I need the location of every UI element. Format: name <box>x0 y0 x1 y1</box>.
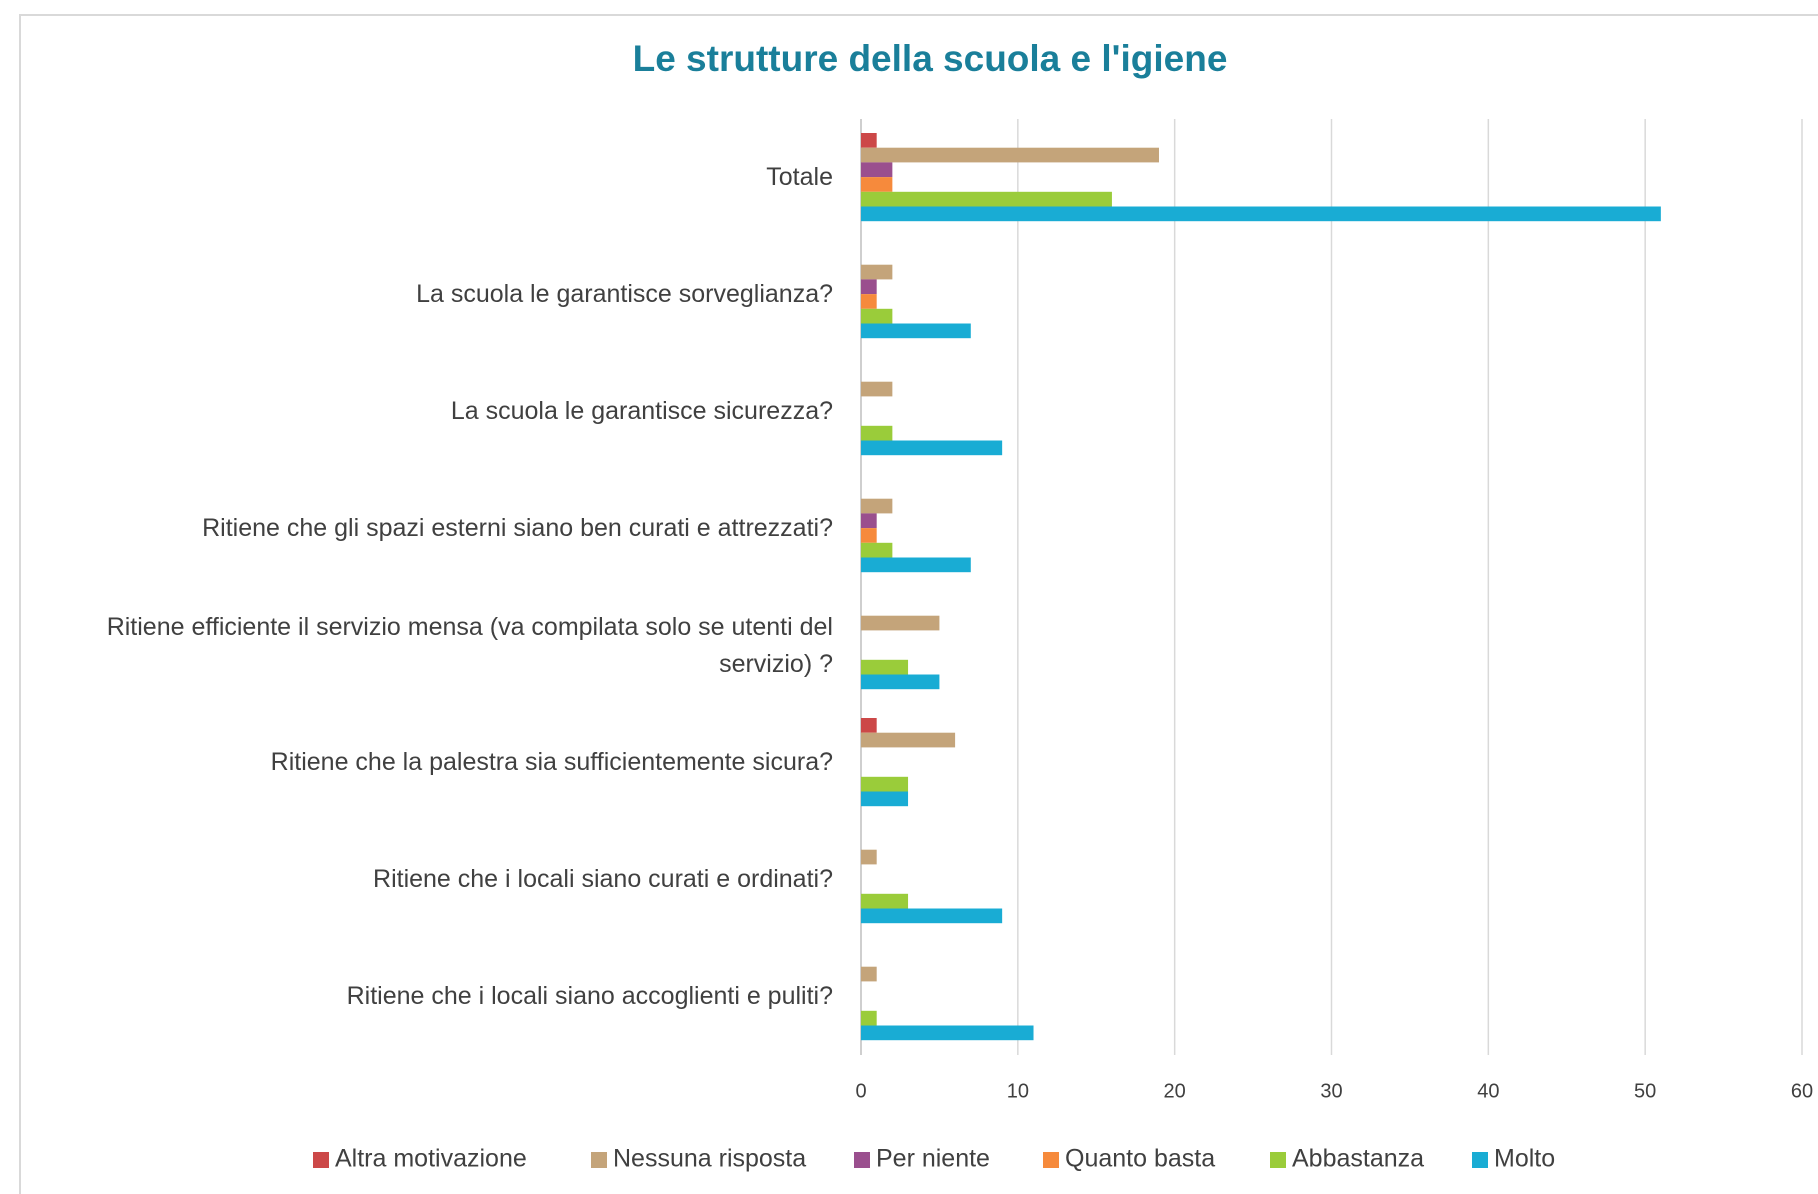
x-tick-label: 60 <box>1791 1080 1813 1102</box>
chart-title: Le strutture della scuola e l'igiene <box>633 38 1228 79</box>
x-tick-label: 20 <box>1164 1080 1186 1102</box>
bar <box>861 791 909 807</box>
bar <box>861 718 877 733</box>
y-tick-label: Totale <box>766 163 833 192</box>
legend-swatch <box>1472 1152 1488 1168</box>
bar <box>861 264 893 280</box>
legend-label: Nessuna risposta <box>613 1145 806 1173</box>
y-tick-label-box: Ritiene che la palestra sia sufficientem… <box>270 748 833 777</box>
bar <box>861 849 877 865</box>
bar <box>861 659 909 675</box>
bar <box>861 528 877 543</box>
bar <box>861 308 893 324</box>
y-tick-label-box: Ritiene che i locali siano accoglienti e… <box>346 982 833 1011</box>
legend-swatch <box>313 1152 329 1168</box>
bar <box>861 133 877 148</box>
bar <box>861 147 1159 163</box>
bar <box>861 674 940 690</box>
x-tick-label: 30 <box>1320 1080 1342 1102</box>
bar <box>861 440 1003 456</box>
legend-swatch <box>591 1152 607 1168</box>
y-tick-label-box: La scuola le garantisce sorveglianza? <box>416 280 833 309</box>
y-tick-label: Ritiene che gli spazi esterni siano ben … <box>202 514 833 543</box>
y-tick-label: Ritiene che i locali siano curati e ordi… <box>373 865 833 894</box>
bar <box>861 615 940 631</box>
bar <box>861 162 893 178</box>
legend-label: Per niente <box>876 1145 990 1173</box>
bar <box>861 908 1003 924</box>
bar <box>861 776 909 792</box>
bar <box>861 206 1661 222</box>
y-tick-label-box: Ritiene che gli spazi esterni siano ben … <box>202 514 833 543</box>
y-tick-label-box: Ritiene che i locali siano curati e ordi… <box>373 865 833 894</box>
legend-swatch <box>1043 1152 1059 1168</box>
legend-label: Abbastanza <box>1292 1145 1424 1173</box>
y-tick-label: Ritiene che i locali siano accoglienti e… <box>346 982 833 1011</box>
bar <box>861 425 893 441</box>
legend-swatch <box>854 1152 870 1168</box>
y-tick-label: Ritiene che la palestra sia sufficientem… <box>270 748 833 777</box>
bar <box>861 966 877 982</box>
bar <box>861 381 893 397</box>
bar <box>861 732 956 748</box>
bar <box>861 1025 1034 1041</box>
x-tick-label: 0 <box>855 1080 866 1102</box>
chart-frame <box>19 14 1818 1194</box>
bar <box>861 893 909 909</box>
x-tick-label: 50 <box>1634 1080 1656 1102</box>
y-tick-label-box: Ritiene efficiente il servizio mensa (va… <box>106 613 833 678</box>
bar <box>861 557 971 573</box>
legend-label: Molto <box>1494 1145 1555 1173</box>
bar <box>861 513 877 529</box>
bar <box>861 542 893 558</box>
y-tick-label-box: Totale <box>766 163 833 192</box>
y-tick-label-box: La scuola le garantisce sicurezza? <box>450 397 833 426</box>
bar <box>861 1010 877 1026</box>
bar <box>861 279 877 295</box>
bar <box>861 294 877 309</box>
legend-swatch <box>1270 1152 1286 1168</box>
bar <box>861 323 971 339</box>
bar <box>861 191 1112 207</box>
y-tick-label: La scuola le garantisce sorveglianza? <box>416 280 833 309</box>
legend-label: Quanto basta <box>1065 1145 1215 1173</box>
x-tick-label: 40 <box>1477 1080 1499 1102</box>
bar <box>861 498 893 514</box>
y-tick-label: La scuola le garantisce sicurezza? <box>450 397 833 426</box>
legend-label: Altra motivazione <box>335 1145 527 1173</box>
x-tick-label: 10 <box>1007 1080 1029 1102</box>
bar <box>861 177 893 192</box>
y-tick-label: Ritiene efficiente il servizio mensa (va… <box>106 613 833 678</box>
